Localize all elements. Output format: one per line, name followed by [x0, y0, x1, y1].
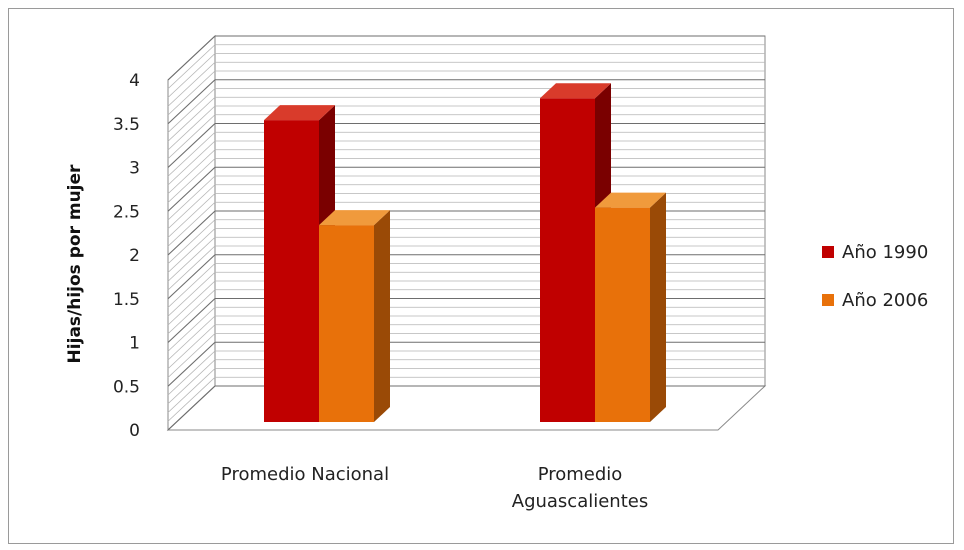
bar-top — [540, 83, 611, 99]
y-tick-label: 2.5 — [113, 202, 140, 222]
side-gridline — [167, 158, 216, 203]
y-tick-label: 3 — [129, 159, 140, 179]
side-gridline — [167, 210, 216, 256]
y-tick-label: 1.5 — [113, 290, 140, 310]
bar-front — [264, 120, 319, 422]
side-gridline — [167, 166, 216, 212]
side-gridline — [167, 114, 216, 160]
bar-front — [540, 98, 595, 422]
y-tick-labels: 0 0.5 1 1.5 2 2.5 3 3.5 4 — [113, 71, 140, 441]
side-gridline — [167, 88, 216, 133]
legend: Año 1990 Año 2006 — [822, 242, 928, 311]
side-gridline — [167, 193, 216, 238]
side-gridline — [167, 175, 216, 221]
side-gridline — [167, 245, 216, 291]
category-label: Promedio — [538, 464, 623, 485]
side-gridline — [167, 306, 216, 352]
side-gridline — [167, 271, 216, 317]
side-gridline — [167, 289, 216, 335]
side-gridline — [167, 149, 216, 195]
y-tick-label: 1 — [129, 334, 140, 354]
side-gridline — [167, 280, 216, 326]
y-axis-title: Hijas/hijos por mujer — [65, 164, 85, 363]
side-gridline — [167, 341, 216, 387]
side-gridline — [167, 385, 216, 431]
side-gridline — [167, 376, 216, 422]
bar-top — [595, 192, 666, 208]
side-gridline — [167, 184, 216, 230]
bar-top — [319, 210, 390, 226]
side-gridline — [167, 53, 216, 98]
y-tick-label: 0 — [129, 421, 140, 441]
y-tick-label: 0.5 — [113, 377, 140, 397]
side-gridline — [167, 105, 216, 151]
side-gridline — [167, 219, 216, 265]
category-label: Aguascalientes — [512, 491, 648, 512]
bars — [264, 83, 666, 422]
side-gridline — [167, 228, 216, 273]
side-gridline — [167, 254, 216, 300]
legend-swatch — [822, 246, 834, 258]
side-gridline — [167, 96, 216, 142]
side-gridline — [167, 333, 216, 378]
floor — [166, 385, 767, 431]
bar-front — [319, 225, 374, 422]
side-gridline — [167, 324, 216, 370]
category-labels: Promedio Nacional Promedio Aguascalientes — [221, 464, 648, 512]
side-gridline — [167, 350, 216, 396]
side-gridline — [167, 70, 216, 116]
side-gridline — [167, 368, 216, 413]
legend-swatch — [822, 294, 834, 306]
bar-side — [374, 210, 390, 422]
side-gridline — [167, 44, 216, 90]
side-gridline — [167, 298, 216, 343]
side-gridline — [167, 79, 216, 125]
bar-side — [650, 192, 666, 422]
y-tick-label: 4 — [129, 71, 140, 91]
side-gridline — [167, 263, 216, 308]
side-gridline — [167, 35, 216, 81]
side-gridline — [167, 61, 216, 107]
bar — [319, 210, 390, 422]
side-gridline — [167, 123, 216, 168]
side-gridline — [167, 236, 216, 282]
chart-walls — [166, 34, 767, 432]
bar-top — [264, 105, 335, 121]
bar — [595, 192, 666, 422]
category-label: Promedio Nacional — [221, 464, 389, 485]
side-gridline — [167, 359, 216, 405]
side-gridline — [167, 315, 216, 361]
y-tick-label: 2 — [129, 246, 140, 266]
legend-label: Año 1990 — [842, 242, 928, 263]
bar-front — [595, 207, 650, 422]
y-tick-label: 3.5 — [113, 115, 140, 135]
side-gridline — [167, 131, 216, 177]
legend-label: Año 2006 — [842, 290, 928, 311]
side-gridline — [167, 201, 216, 247]
side-gridline — [167, 140, 216, 186]
